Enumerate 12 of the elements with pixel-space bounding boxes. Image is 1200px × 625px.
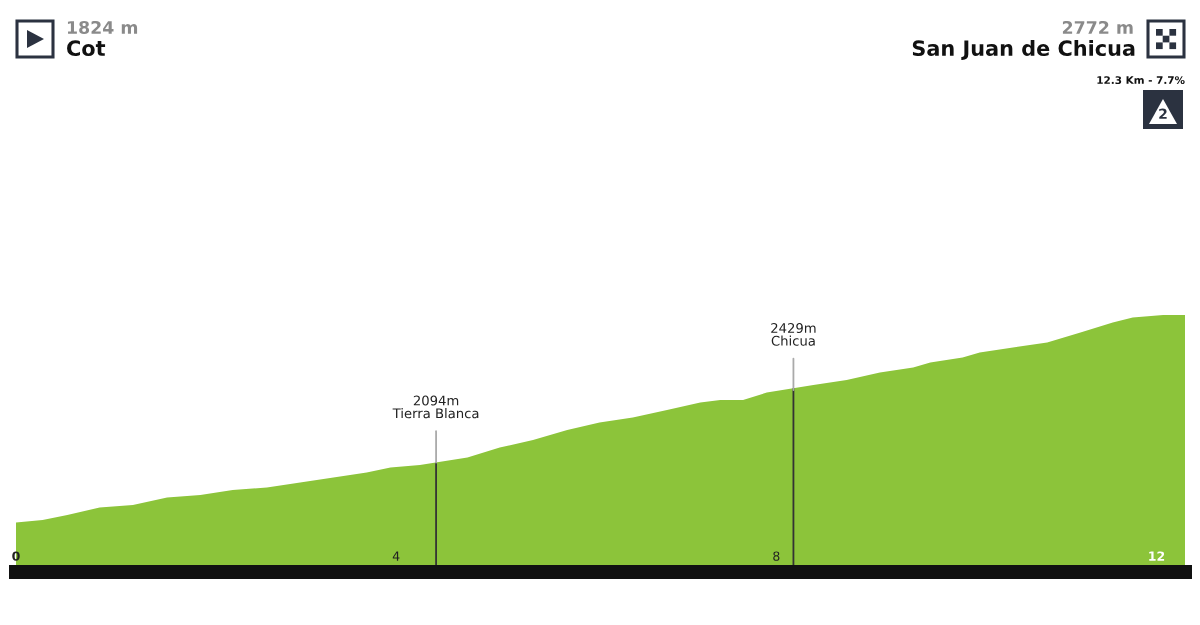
text: 2 <box>1159 108 1167 119</box>
text: 12.3 Km - 7.7% <box>1097 76 1185 85</box>
text: Cot <box>67 40 106 57</box>
x-tick-label: 4 <box>392 551 400 561</box>
text: San Juan de Chicua <box>912 39 1135 60</box>
x-tick-label: 0 <box>12 551 20 561</box>
text: 1824 m <box>67 20 138 35</box>
x-tick-label: 8 <box>773 551 780 561</box>
annotation: 2429m Chicua <box>771 323 816 346</box>
text: 2772 m <box>1062 20 1133 34</box>
x-tick-label: 12 <box>1149 551 1165 561</box>
annotation: 2094m Tierra Blanca <box>392 395 479 419</box>
